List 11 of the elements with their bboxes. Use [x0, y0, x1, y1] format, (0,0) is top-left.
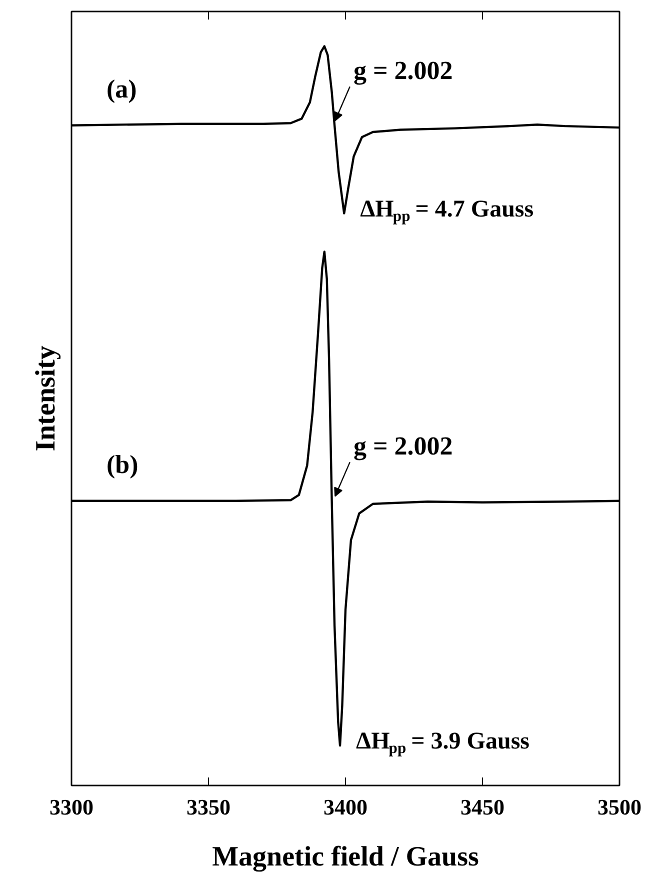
annotation: g = 2.002 — [353, 431, 453, 460]
x-tick-label: 3400 — [324, 794, 368, 820]
x-tick-label: 3500 — [598, 794, 642, 820]
series-label: (b) — [106, 450, 138, 479]
x-tick-label: 3300 — [50, 794, 94, 820]
series-label: (a) — [106, 74, 137, 104]
x-tick-label: 3350 — [186, 794, 230, 820]
x-tick-label: 3450 — [460, 794, 504, 820]
x-axis-title: Magnetic field / Gauss — [212, 842, 479, 872]
y-axis-title: Intensity — [30, 346, 62, 452]
annotation: g = 2.002 — [353, 56, 453, 85]
